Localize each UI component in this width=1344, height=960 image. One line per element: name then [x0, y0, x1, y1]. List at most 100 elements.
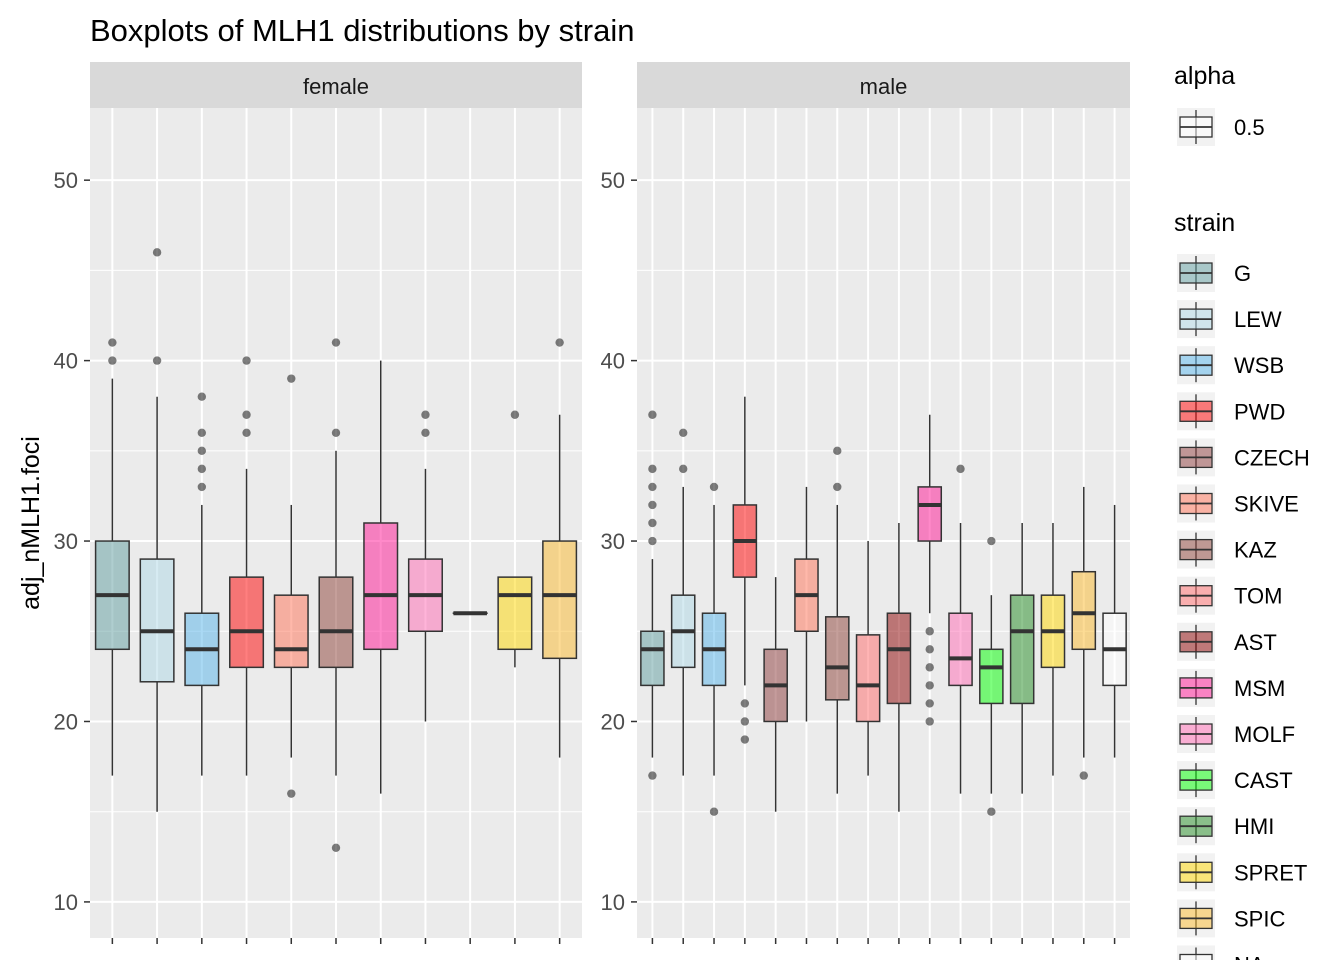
boxplot-female-5 — [318, 338, 354, 852]
outlier-point — [197, 392, 207, 401]
outlier-point — [679, 464, 688, 474]
legend-label: KAZ — [1234, 538, 1277, 563]
legend-item-hmi: HMI — [1177, 807, 1274, 846]
legend-label: AST — [1234, 630, 1277, 655]
y-tick-label: 10 — [54, 890, 78, 915]
outlier-point — [287, 789, 296, 798]
boxplot-male-2 — [701, 482, 727, 816]
boxplot-female-4 — [273, 374, 309, 798]
legend-label: LEW — [1234, 307, 1282, 332]
outlier-point — [740, 717, 750, 726]
outlier-point — [709, 482, 719, 492]
outlier-point — [833, 446, 842, 456]
legend-label: SKIVE — [1234, 492, 1299, 517]
box — [229, 576, 265, 669]
outlier-point — [197, 464, 207, 474]
y-axis-title: adj_nMLH1.foci — [17, 436, 45, 610]
outlier-point — [287, 374, 296, 383]
legend-label: MOLF — [1234, 722, 1295, 747]
outlier-point — [925, 681, 934, 690]
outlier-point — [956, 464, 965, 474]
boxplot-male-4 — [763, 577, 788, 812]
legend-title: alpha — [1174, 62, 1235, 90]
outlier-point — [648, 410, 657, 419]
legend-item-skive: SKIVE — [1177, 484, 1299, 523]
boxplot-male-0 — [640, 410, 665, 780]
outlier-point — [421, 428, 430, 437]
legend-label: TOM — [1234, 584, 1282, 609]
legend-label: 0.5 — [1234, 115, 1265, 140]
boxplot-female-3 — [229, 356, 265, 776]
legend-item-msm: MSM — [1177, 668, 1285, 707]
outlier-point — [152, 248, 162, 257]
outlier-point — [242, 428, 251, 437]
y-tick-label: 50 — [601, 168, 625, 193]
boxplot-male-13 — [1040, 523, 1066, 776]
boxplot-female-1 — [139, 248, 175, 812]
box — [855, 634, 881, 723]
legend: alpha 0.5 strain G LEW WSB PWD CZECH SKIVE KAZ TOM… — [1174, 62, 1310, 960]
legend-label: CAST — [1234, 768, 1293, 793]
box — [1009, 594, 1035, 705]
legend-label: G — [1234, 261, 1251, 286]
legend-item-kaz: KAZ — [1177, 530, 1277, 569]
boxplot-male-5 — [794, 486, 819, 722]
legend-label: CZECH — [1234, 445, 1310, 470]
outlier-point — [679, 428, 688, 437]
boxplot-female-7 — [407, 410, 443, 722]
boxplot-male-6 — [824, 446, 850, 794]
boxplot-male-8 — [886, 523, 912, 812]
boxplot-female-2 — [184, 392, 220, 776]
box — [318, 576, 354, 669]
boxplot-male-14 — [1071, 486, 1097, 780]
y-tick-label: 10 — [601, 890, 625, 915]
outlier-point — [242, 356, 251, 365]
box — [824, 616, 850, 701]
outlier-point — [331, 428, 341, 437]
legend-item-spret: SPRET — [1177, 853, 1307, 892]
boxplot-female-0 — [94, 338, 130, 776]
box — [497, 576, 533, 651]
outlier-point — [242, 410, 251, 419]
legend-label: NA — [1234, 953, 1265, 960]
y-tick-label: 30 — [54, 529, 78, 554]
legend-item-pwd: PWD — [1177, 392, 1285, 431]
boxplot-male-10 — [948, 464, 973, 794]
legend-key-box — [1179, 953, 1213, 960]
outlier-point — [648, 500, 657, 510]
outlier-point — [108, 356, 117, 365]
outlier-point — [648, 771, 657, 780]
panel-background — [637, 108, 1130, 938]
y-tick-label: 20 — [54, 709, 78, 734]
outlier-point — [925, 663, 934, 672]
box — [979, 648, 1004, 705]
outlier-point — [925, 699, 934, 708]
outlier-point — [925, 645, 934, 654]
boxplot-male-9 — [917, 414, 943, 726]
outlier-point — [197, 446, 207, 456]
outlier-point — [510, 410, 520, 419]
legend-item-molf: MOLF — [1177, 715, 1295, 753]
legend-item-na: NA — [1177, 945, 1265, 960]
legend-label: MSM — [1234, 676, 1285, 701]
box — [363, 522, 399, 651]
outlier-point — [833, 482, 842, 492]
boxplot-male-7 — [855, 541, 881, 776]
outlier-point — [740, 699, 750, 708]
y-tick-label: 40 — [54, 349, 78, 374]
outlier-point — [197, 482, 207, 492]
outlier-point — [555, 338, 564, 347]
legend-label: PWD — [1234, 399, 1285, 424]
outlier-point — [331, 338, 341, 347]
boxplot-female-6 — [363, 360, 399, 794]
box — [948, 612, 973, 687]
legend-label: WSB — [1234, 353, 1284, 378]
boxplot-female-10 — [542, 338, 578, 758]
facet-panel-female: female 10 20 30 40 50 — [54, 62, 582, 944]
legend-item-wsb: WSB — [1177, 346, 1284, 385]
legend-item-spic: SPIC — [1177, 899, 1285, 938]
boxplot-male-12 — [1009, 523, 1035, 794]
legend-item-tom: TOM — [1177, 576, 1282, 615]
legend-item-g: G — [1177, 254, 1251, 292]
